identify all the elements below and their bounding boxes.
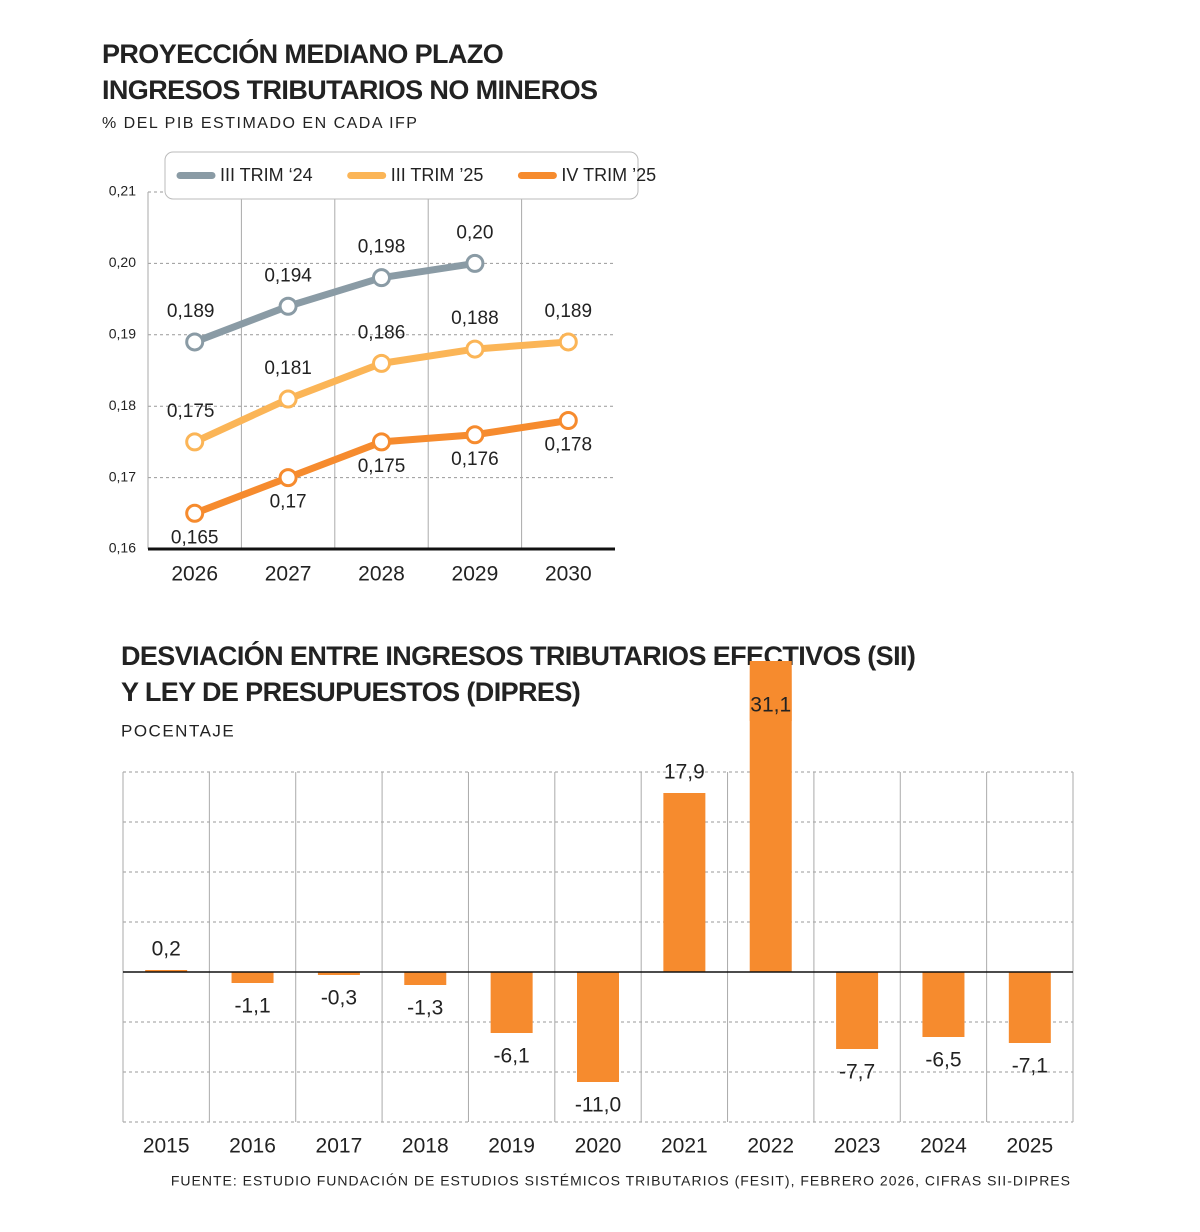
x-tick-label: 2026 — [171, 563, 218, 586]
x-tick-label: 2027 — [265, 563, 312, 586]
point — [278, 468, 298, 488]
bar — [317, 972, 360, 975]
bar — [577, 972, 619, 1082]
data-label: 0,178 — [545, 434, 593, 455]
data-label: -1,1 — [234, 995, 270, 1018]
point — [278, 296, 298, 316]
data-label: 0,2 — [152, 938, 181, 961]
x-tick-label: 2017 — [316, 1135, 363, 1158]
data-label: 0,175 — [358, 456, 406, 477]
x-tick-label: 2029 — [452, 563, 499, 586]
data-label: -6,1 — [494, 1045, 530, 1068]
chart-title: INGRESOS TRIBUTARIOS NO MINEROS — [102, 75, 597, 105]
x-tick-label: 2015 — [143, 1135, 190, 1158]
bar — [145, 970, 188, 972]
data-label: 0,194 — [264, 265, 312, 286]
bar — [836, 972, 879, 1049]
bar — [490, 972, 533, 1033]
point — [372, 432, 391, 452]
chart-subtitle: POCENTAJE — [121, 721, 235, 740]
x-tick-label: 2018 — [402, 1135, 449, 1158]
y-tick-label: 0,20 — [109, 254, 136, 270]
data-label: 0,175 — [167, 401, 215, 422]
x-tick-label: 2016 — [229, 1135, 276, 1158]
data-label: 0,189 — [167, 301, 215, 322]
legend-label: III TRIM ’25 — [391, 165, 484, 185]
chart-title: Y LEY DE PRESUPUESTOS (DIPRES) — [121, 677, 580, 707]
point — [278, 389, 298, 409]
point — [465, 425, 485, 445]
point — [558, 410, 578, 430]
point — [372, 353, 391, 373]
bar — [663, 793, 706, 972]
data-label: -1,3 — [407, 997, 443, 1020]
x-tick-label: 2028 — [358, 563, 405, 586]
data-label: 0,198 — [358, 237, 406, 258]
x-tick-label: 2025 — [1006, 1135, 1053, 1158]
chart-subtitle: % DEL PIB ESTIMADO EN CADA IFP — [102, 115, 418, 132]
point — [372, 268, 391, 288]
bar — [922, 972, 965, 1037]
x-tick-label: 2023 — [834, 1135, 881, 1158]
data-label: -11,0 — [575, 1094, 621, 1117]
y-tick-label: 0,18 — [109, 397, 136, 413]
x-tick-label: 2020 — [575, 1135, 622, 1158]
y-tick-label: 0,19 — [109, 326, 136, 342]
bar — [404, 972, 447, 985]
data-label: 0,176 — [451, 449, 499, 470]
data-label: 0,20 — [456, 222, 493, 243]
chart-title: DESVIACIÓN ENTRE INGRESOS TRIBUTARIOS EF… — [121, 640, 915, 671]
data-label: 31,1 — [750, 694, 791, 717]
data-label: -6,5 — [925, 1049, 961, 1072]
point — [558, 332, 578, 352]
legend-box — [164, 151, 639, 200]
data-label: -7,1 — [1012, 1055, 1048, 1078]
chart-title: PROYECCIÓN MEDIANO PLAZO — [102, 38, 503, 69]
y-tick-label: 0,16 — [109, 540, 136, 556]
data-label: 0,188 — [451, 308, 499, 329]
x-tick-label: 2022 — [747, 1135, 794, 1158]
legend-label: III TRIM ‘24 — [220, 165, 313, 185]
data-label: 0,181 — [264, 358, 312, 379]
data-label: 0,189 — [545, 301, 593, 322]
x-tick-label: 2030 — [545, 563, 592, 586]
source: FUENTE: ESTUDIO FUNDACIÓN DE ESTUDIOS SI… — [171, 1173, 1071, 1189]
point — [185, 503, 205, 523]
x-tick-label: 2019 — [488, 1135, 535, 1158]
data-label: -0,3 — [321, 987, 357, 1010]
bar — [1008, 972, 1051, 1043]
y-tick-label: 0,21 — [109, 183, 136, 199]
data-label: -7,7 — [839, 1061, 875, 1084]
x-tick-label: 2021 — [661, 1135, 708, 1158]
data-label: 0,165 — [171, 527, 219, 548]
data-label: 17,9 — [664, 761, 705, 784]
point — [465, 339, 485, 359]
point — [185, 332, 205, 352]
bar-fade — [749, 661, 792, 721]
legend-label: IV TRIM ’25 — [561, 165, 656, 185]
x-tick-label: 2024 — [920, 1135, 967, 1158]
bar — [231, 972, 274, 983]
data-label: 0,186 — [358, 322, 406, 343]
point — [185, 432, 205, 452]
data-label: 0,17 — [270, 492, 307, 513]
y-tick-label: 0,17 — [109, 468, 136, 484]
point — [465, 253, 485, 273]
series-line — [193, 259, 476, 346]
